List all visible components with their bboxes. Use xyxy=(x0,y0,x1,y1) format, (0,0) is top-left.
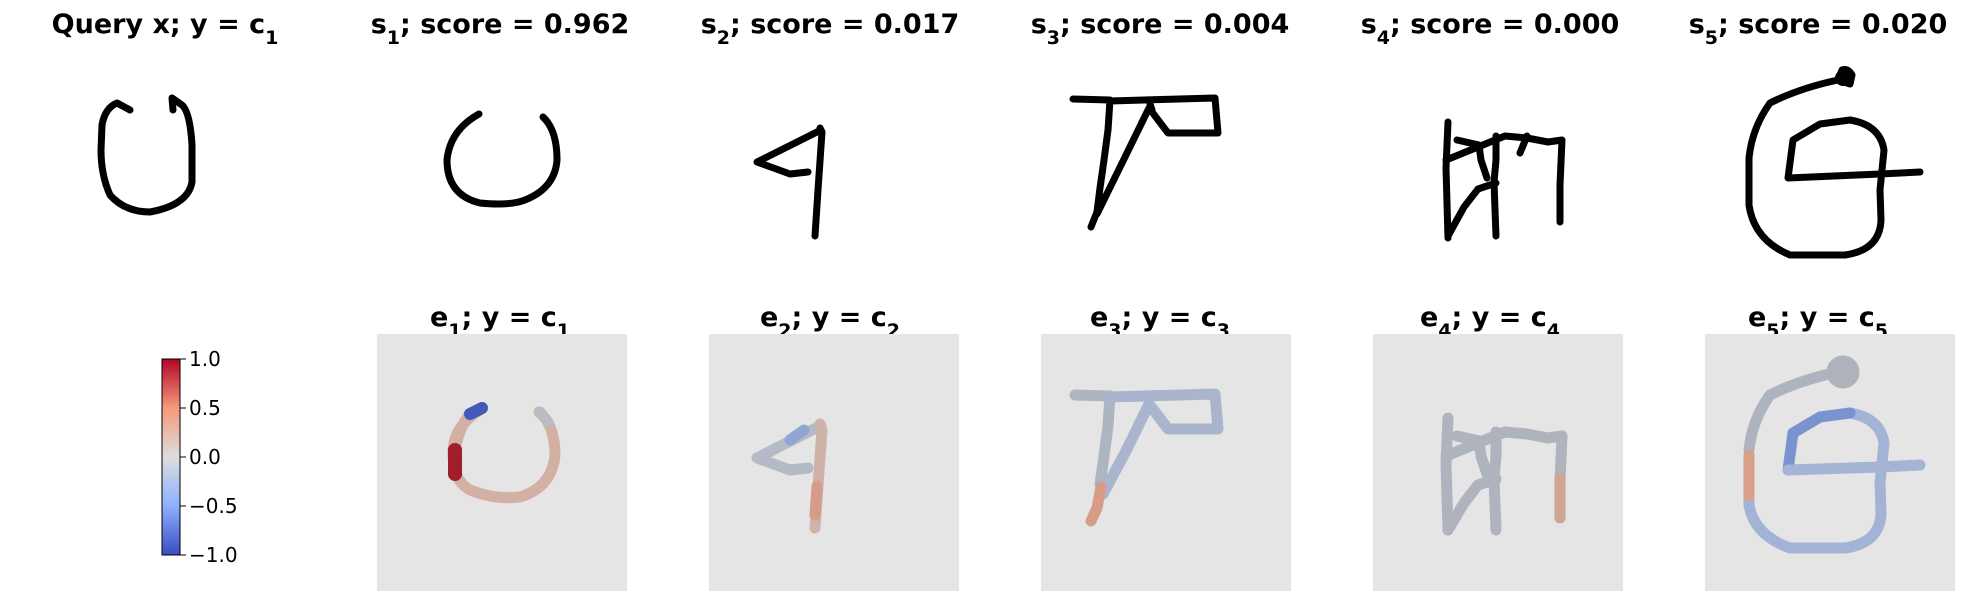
explanation-3-title: e3; y = c3 xyxy=(1090,302,1230,342)
query-glyph xyxy=(97,94,196,216)
support-3-title: s3; score = 0.004 xyxy=(1031,9,1290,49)
explanation-3-glyph xyxy=(1069,388,1224,527)
support-2-glyph xyxy=(753,124,826,240)
colorbar: 1.0 0.5 0.0 −0.5 −1.0 xyxy=(161,347,238,567)
colorbar-tick-2: 0.5 xyxy=(189,396,221,420)
support-3-glyph xyxy=(1069,94,1222,231)
colorbar-gradient xyxy=(161,358,181,556)
support-5-title: s5; score = 0.020 xyxy=(1689,9,1948,49)
colorbar-tick-3: 0.0 xyxy=(189,445,221,469)
colorbar-tick-1: 1.0 xyxy=(189,347,221,371)
explanation-3-panel xyxy=(1041,334,1291,591)
explanation-4-glyph xyxy=(1440,412,1568,536)
support-1-title: s1; score = 0.962 xyxy=(371,9,630,49)
support-4-glyph xyxy=(1442,118,1566,242)
explanation-2-panel xyxy=(709,334,959,591)
colorbar-tick-4: −0.5 xyxy=(189,494,238,518)
colorbar-tick-5: −1.0 xyxy=(189,543,238,567)
explanation-2-title: e2; y = c2 xyxy=(760,302,900,342)
support-1-glyph xyxy=(443,110,561,208)
support-2-title: s2; score = 0.017 xyxy=(701,9,960,49)
explanation-2-glyph xyxy=(751,418,828,534)
support-4-title: s4; score = 0.000 xyxy=(1361,9,1620,49)
explanation-5-glyph xyxy=(1743,355,1926,554)
explanation-1-panel xyxy=(377,334,627,591)
support-5-glyph xyxy=(1745,66,1924,259)
support-5-glyph-dot xyxy=(1835,70,1851,86)
explanation-1-glyph xyxy=(447,402,561,504)
query-title: Query x; y = c1 xyxy=(52,9,279,49)
